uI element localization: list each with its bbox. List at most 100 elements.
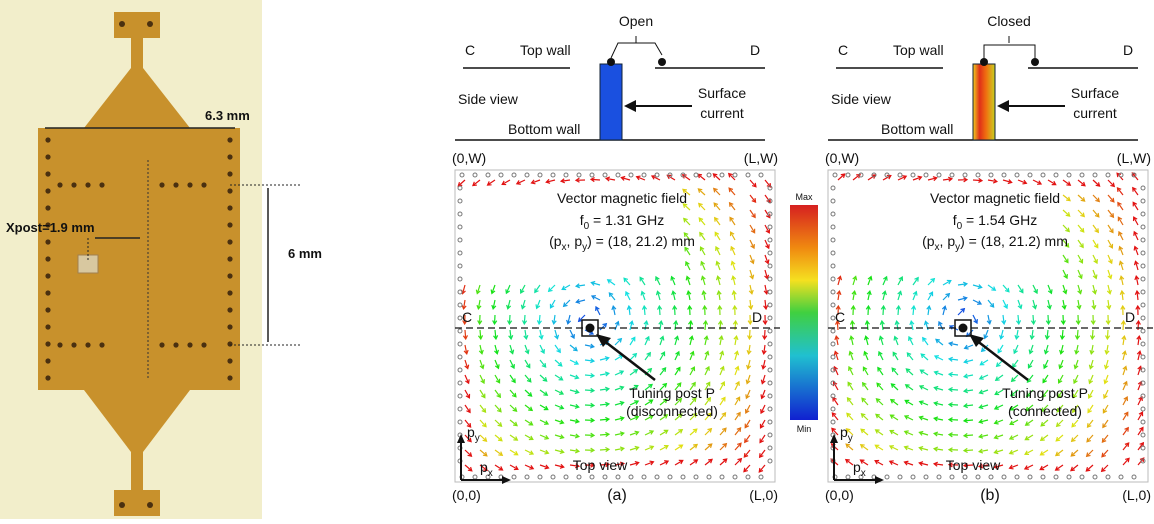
field-arrow: [1122, 396, 1129, 406]
field-arrow: [908, 335, 914, 346]
field-arrow: [1106, 299, 1112, 311]
field-arrow: [942, 279, 952, 286]
field-arrow: [599, 416, 611, 422]
field-arrow: [479, 449, 488, 457]
via: [830, 406, 836, 412]
field-arrow: [494, 389, 502, 399]
via: [99, 342, 105, 348]
field-arrow: [1008, 449, 1019, 455]
field-arrow: [904, 399, 914, 406]
via: [45, 205, 51, 211]
field-arrow: [559, 178, 571, 184]
field-arrow: [534, 284, 541, 294]
subscript: x: [935, 242, 940, 253]
label: (L,0): [749, 487, 778, 503]
label: (b): [980, 487, 1000, 504]
field-arrow: [997, 344, 1004, 354]
via: [988, 172, 994, 178]
field-arrow: [599, 322, 608, 331]
via: [457, 302, 463, 308]
field-arrow: [554, 374, 564, 381]
via: [615, 474, 621, 480]
via: [936, 172, 942, 178]
field-arrow: [1092, 194, 1101, 203]
field-arrow: [962, 432, 974, 439]
field-arrow: [918, 400, 929, 406]
field-arrow: [1071, 404, 1079, 414]
field-arrow: [1092, 269, 1098, 280]
field-arrow: [494, 359, 500, 370]
via: [830, 393, 836, 399]
via: [71, 182, 77, 188]
field-arrow: [993, 434, 1004, 440]
field-arrow: [688, 335, 694, 346]
via: [576, 474, 582, 480]
field-arrow: [1039, 434, 1049, 442]
via: [871, 172, 877, 178]
field-arrow: [942, 176, 954, 182]
field-arrows: [830, 172, 1145, 473]
field-arrow: [659, 382, 668, 391]
field-arrow: [734, 396, 741, 406]
field-arrow: [731, 289, 737, 301]
field-arrow: [628, 320, 634, 331]
via: [85, 182, 91, 188]
field-arrow: [1116, 186, 1124, 196]
field-arrow: [599, 371, 611, 377]
via: [1014, 474, 1020, 480]
field-arrow: [702, 319, 709, 331]
field-arrow: [1120, 319, 1126, 331]
field-arrow: [554, 434, 565, 440]
via: [884, 172, 890, 178]
field-arrow: [614, 337, 623, 346]
via: [45, 273, 51, 279]
via: [615, 172, 621, 178]
height-label: 6 mm: [288, 246, 322, 261]
field-arrow: [595, 305, 601, 316]
field-arrow: [947, 447, 959, 453]
field-arrow: [848, 365, 854, 376]
field-arrow: [599, 462, 611, 468]
field-arrow: [715, 245, 721, 256]
field-arrow: [1103, 389, 1109, 400]
field-arrow: [1132, 201, 1139, 211]
field-arrow: [650, 175, 661, 181]
field-arrow: [464, 464, 473, 472]
switch: [610, 42, 663, 59]
post-marker: [581, 319, 599, 337]
via: [1140, 224, 1146, 230]
label: Tuning post P: [629, 385, 715, 401]
via: [830, 354, 836, 360]
field-arrow: [947, 432, 959, 438]
field-arrow: [978, 404, 989, 410]
via: [830, 263, 836, 269]
via: [1131, 474, 1137, 480]
field-arrow: [1056, 404, 1064, 413]
via: [830, 224, 836, 230]
field-arrow: [1040, 404, 1049, 413]
via: [975, 172, 981, 178]
field-arrow: [670, 275, 676, 286]
field-arrow: [1092, 284, 1098, 295]
field-arrow: [758, 449, 766, 459]
field-arrow: [569, 374, 580, 380]
via: [1027, 474, 1033, 480]
field-arrow: [1103, 374, 1109, 385]
field-arrow: [983, 329, 989, 340]
via: [119, 21, 125, 27]
via: [227, 239, 233, 245]
field-arrow: [584, 462, 596, 468]
field-arrow: [1017, 299, 1023, 310]
via: [227, 307, 233, 313]
field-arrow: [508, 329, 514, 341]
colorbar-max: Max: [795, 192, 813, 202]
field-arrow: [554, 419, 565, 425]
field-arrow: [1104, 344, 1110, 356]
field-arrow: [745, 374, 751, 385]
field-arrow: [535, 299, 541, 310]
field-arrow: [479, 389, 486, 399]
field-arrow: [629, 369, 639, 376]
via: [936, 474, 942, 480]
field-arrow: [1071, 419, 1079, 428]
field-arrow: [584, 432, 596, 438]
